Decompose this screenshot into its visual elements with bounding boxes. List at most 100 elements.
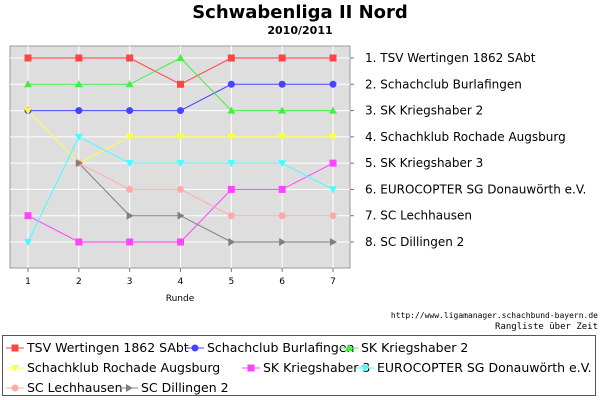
- data-point: [227, 106, 236, 114]
- rank-label: 6. EUROCOPTER SG Donauwörth e.V.: [365, 182, 586, 196]
- legend-item: Schachclub Burlafingen: [186, 340, 354, 355]
- x-axis-label: Runde: [166, 294, 195, 304]
- chart-title: Schwabenliga II Nord: [192, 2, 408, 23]
- data-point: [126, 54, 134, 62]
- data-point: [278, 106, 287, 114]
- legend-label: SC Lechhausen: [27, 380, 123, 395]
- legend-swatch: [6, 344, 24, 351]
- data-point: [279, 238, 287, 246]
- data-point: [345, 343, 353, 351]
- data-point: [329, 106, 337, 114]
- data-point: [227, 160, 236, 168]
- data-point: [11, 384, 19, 391]
- data-point: [24, 80, 32, 88]
- legend-item: EUROCOPTER SG Donauwörth e.V.: [356, 360, 592, 375]
- data-point: [74, 133, 83, 141]
- legend-label: TSV Wertingen 1862 SAbt: [27, 340, 189, 355]
- data-point: [278, 80, 286, 88]
- data-point: [227, 212, 235, 220]
- data-point: [126, 185, 134, 193]
- data-point: [329, 159, 337, 167]
- data-point: [126, 107, 134, 115]
- rank-label: 2. Schachclub Burlafingen: [365, 77, 522, 91]
- data-point: [126, 383, 133, 392]
- data-point: [177, 80, 184, 88]
- chart-plot: 1 2 3 4 5 6 7 1. TSV Wertingen 1862 SAbt 2. Sch…: [9, 45, 586, 304]
- data-point: [227, 80, 235, 88]
- rank-label: 8. SC Dillingen 2: [365, 235, 464, 249]
- data-point: [125, 80, 134, 88]
- rank-label: 4. Schachklub Rochade Augsburg: [365, 130, 566, 144]
- legend-label: EUROCOPTER SG Donauwörth e.V.: [377, 360, 592, 375]
- series-line: [78, 162, 333, 243]
- legend-swatch: [120, 383, 138, 392]
- data-point: [24, 107, 32, 115]
- data-point: [329, 133, 337, 141]
- legend-item: SK Kriegshaber 3: [242, 360, 370, 375]
- caption: Rangliste über Zeit: [495, 322, 598, 332]
- legend: TSV Wertingen 1862 SAbt Schachclub Burlaf…: [2, 335, 596, 396]
- data-point: [177, 185, 184, 193]
- chart-subtitle: 2010/2011: [267, 24, 333, 37]
- legend-swatch: [6, 384, 24, 391]
- data-point: [176, 133, 185, 141]
- legend-swatch: [242, 364, 260, 371]
- data-point: [329, 212, 337, 220]
- legend-swatch: [6, 364, 24, 372]
- x-tick-label: 4: [178, 277, 184, 287]
- data-point: [126, 211, 134, 220]
- data-point: [329, 54, 337, 62]
- data-point: [227, 133, 236, 141]
- legend-item: SK Kriegshaber 2: [340, 340, 468, 355]
- legend-item: SC Dillingen 2: [120, 380, 229, 395]
- legend-label: SC Dillingen 2: [141, 380, 229, 395]
- data-point: [227, 54, 235, 62]
- data-point: [75, 159, 83, 168]
- data-point: [247, 364, 255, 371]
- legend-label: SK Kriegshaber 3: [263, 360, 371, 375]
- rank-label: 7. SC Lechhausen: [365, 209, 472, 223]
- data-point: [227, 185, 235, 193]
- x-tick-label: 7: [330, 277, 336, 287]
- data-point: [177, 238, 184, 246]
- data-point: [176, 54, 185, 61]
- data-point: [278, 54, 286, 62]
- x-tick-label: 5: [228, 277, 234, 287]
- data-point: [176, 160, 185, 168]
- data-point: [125, 160, 134, 168]
- data-point: [11, 344, 19, 351]
- x-tick-label: 2: [76, 277, 82, 287]
- legend-label: SK Kriegshaber 2: [361, 340, 469, 355]
- data-point: [24, 54, 32, 62]
- data-point: [24, 239, 32, 246]
- source-url: http://www.ligamanager.schachbund-bayern…: [390, 311, 598, 320]
- data-point: [125, 133, 134, 141]
- legend-item: TSV Wertingen 1862 SAbt: [6, 340, 189, 355]
- x-tick-label: 3: [127, 277, 133, 287]
- data-point: [11, 364, 19, 372]
- data-point: [24, 212, 32, 220]
- x-tick-label: 6: [279, 277, 285, 287]
- legend-label: Schachclub Burlafingen: [207, 340, 355, 355]
- rank-label: 3. SK Kriegshaber 2: [365, 104, 483, 118]
- data-point: [278, 212, 286, 220]
- legend-swatch: [186, 344, 204, 351]
- series-line: [78, 162, 333, 217]
- data-point: [177, 211, 185, 220]
- data-point: [330, 238, 337, 246]
- data-point: [75, 238, 83, 246]
- rank-label: 1. TSV Wertingen 1862 SAbt: [365, 51, 536, 65]
- rank-label: 5. SK Kriegshaber 3: [365, 156, 483, 170]
- data-point: [177, 107, 184, 115]
- data-point: [74, 80, 83, 88]
- legend-swatch: [340, 343, 358, 351]
- data-point: [329, 186, 337, 194]
- x-tick-label: 1: [25, 277, 31, 287]
- data-point: [75, 107, 83, 115]
- legend-item: Schachklub Rochade Augsburg: [6, 360, 220, 375]
- data-point: [126, 238, 134, 246]
- data-point: [361, 364, 369, 372]
- legend-swatch: [356, 364, 374, 372]
- data-point: [278, 185, 286, 193]
- data-point: [228, 238, 236, 246]
